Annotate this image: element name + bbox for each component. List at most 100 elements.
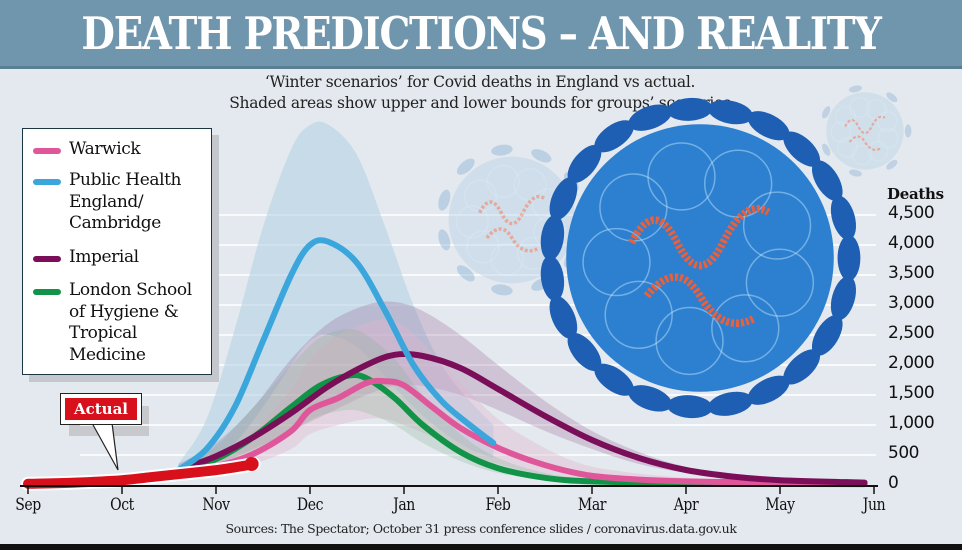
legend-item-imperial: Imperial: [33, 247, 211, 269]
virus-spike: [830, 276, 857, 321]
virus-cell: [513, 168, 547, 202]
legend-swatch-imperial: [33, 256, 61, 262]
virus-cell: [742, 191, 812, 260]
virus-cell: [867, 140, 889, 162]
virus-spike: [783, 349, 821, 385]
y-tick-label: 2,000: [888, 353, 935, 373]
legend-label: Public Health England/ Cambridge: [69, 170, 182, 233]
virus-body: [826, 92, 904, 170]
line-actual: [23, 459, 259, 489]
virus-spike: [848, 169, 862, 177]
y-axis-label: Deaths: [887, 185, 944, 203]
legend-item-warwick: Warwick: [33, 139, 211, 161]
virus-cell: [876, 111, 898, 133]
virus-body: [566, 124, 834, 392]
y-tick-label: 500: [888, 443, 919, 463]
subtitle-line-1: ‘Winter scenarios’ for Covid deaths in E…: [264, 73, 696, 91]
virus-spike: [491, 144, 513, 156]
y-tick-label: 3,000: [888, 293, 935, 313]
y-tick-label: 1,000: [888, 413, 935, 433]
x-axis: [20, 485, 878, 494]
virus-spike: [456, 158, 475, 175]
virus-spike: [811, 315, 843, 356]
legend-swatch-phe: [33, 179, 61, 185]
virus-spike: [848, 85, 862, 93]
y-tick-label: 2,500: [888, 323, 935, 343]
virus-cell: [486, 164, 520, 198]
band-public-health-england-cambridge: [178, 121, 494, 475]
line-warwick: [175, 377, 868, 487]
virus-spike: [628, 385, 672, 412]
line-public-health-england-cambridge: [175, 237, 497, 473]
x-tick-label: Nov: [202, 495, 230, 514]
virus-cell: [655, 306, 724, 376]
virus-spike: [549, 177, 578, 221]
virus-spike: [438, 189, 451, 211]
x-tick-label: May: [765, 495, 795, 514]
virus-cell: [830, 121, 852, 143]
virus-cell: [836, 137, 858, 158]
virus-cell: [745, 248, 815, 317]
virus-particle: [540, 97, 861, 419]
y-tick-label: 1,500: [888, 383, 935, 403]
virus-cell: [466, 230, 500, 264]
legend-label: Warwick: [69, 139, 141, 159]
x-tick-label: Jan: [393, 495, 415, 514]
virus-spike: [549, 295, 578, 339]
virus-particle: [822, 85, 912, 177]
legend-swatch-lshtm: [33, 289, 61, 295]
virus-spike: [747, 111, 790, 141]
legend-item-lshtm: London School of Hygiene & Tropical Medi…: [33, 280, 211, 366]
legend-label: London School of Hygiene & Tropical Medi…: [69, 280, 192, 365]
band-imperial: [178, 301, 865, 484]
callout-pointer: [91, 422, 119, 471]
sources-note: Sources: The Spectator; October 31 press…: [225, 521, 737, 536]
x-tick-label: Feb: [485, 495, 511, 514]
subtitle-line-2: Shaded areas show upper and lower bounds…: [229, 94, 731, 112]
legend: Warwick Public Health England/ Cambridge…: [22, 128, 212, 375]
y-tick-label: 0: [888, 473, 899, 493]
y-tick-label: 3,500: [888, 263, 935, 283]
virus-spike: [822, 143, 831, 156]
virus-cell: [582, 227, 651, 297]
virus-spike: [667, 97, 713, 121]
bottom-rule: [0, 544, 962, 550]
virus-rna: [628, 204, 771, 327]
virus-cell: [647, 142, 716, 211]
virus-spike: [707, 391, 753, 416]
band-london-school-of-hygiene-tropical-medicine: [178, 328, 865, 485]
actual-end-dot: [244, 457, 259, 471]
chart-title: DEATH PREDICTIONS – AND REALITY: [81, 7, 881, 60]
line-imperial: [175, 350, 868, 486]
actual-label: Actual: [65, 398, 137, 420]
virus-spike: [540, 215, 565, 261]
virus-spike: [594, 363, 634, 396]
virus-spike: [456, 265, 475, 282]
virus-spike: [531, 149, 552, 163]
virus-cell: [851, 144, 873, 166]
virus-spike: [904, 124, 912, 138]
x-tick-label: Sep: [15, 495, 41, 514]
virus-spike: [783, 131, 821, 167]
band-warwick: [178, 319, 865, 484]
virus-spike: [822, 106, 831, 119]
virus-spike: [667, 395, 713, 419]
virus-cell: [877, 127, 899, 149]
virus-spike: [747, 375, 790, 405]
y-tick-label: 4,000: [888, 233, 935, 253]
scenario-bands: [178, 121, 865, 485]
virus-spike: [837, 235, 861, 281]
virus-spike: [811, 160, 843, 201]
x-tick-label: Jun: [862, 495, 886, 514]
legend-label: Imperial: [69, 247, 139, 267]
scenario-lines: [21, 237, 868, 491]
virus-spike: [540, 255, 565, 301]
coronavirus-illustration: [438, 85, 912, 419]
x-tick-label: Dec: [296, 495, 324, 514]
virus-rna: [844, 115, 886, 151]
virus-spike: [567, 144, 602, 184]
virus-cell: [490, 242, 524, 276]
virus-cell: [865, 99, 887, 120]
virus-cell: [463, 179, 498, 213]
